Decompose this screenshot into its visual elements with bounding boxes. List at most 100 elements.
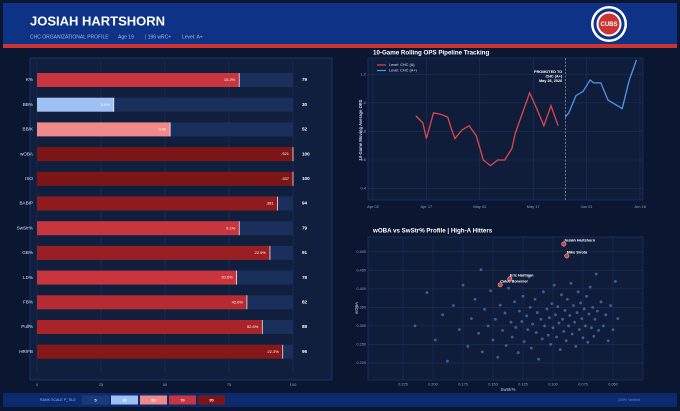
scatter-point xyxy=(522,340,526,343)
scatter-point xyxy=(498,303,502,307)
subtitle-wrc: | 196 wRC+ xyxy=(145,34,171,40)
scatter-point xyxy=(580,317,584,320)
logo-text: CUBS xyxy=(600,22,617,28)
x-tick-label: 0.100 xyxy=(548,383,558,387)
x-tick-label: 0 xyxy=(36,382,39,387)
annotation: CHC (A+) xyxy=(545,75,563,79)
x-tick-label: 0.225 xyxy=(398,383,408,387)
scatter-point xyxy=(588,285,592,289)
scatter-point xyxy=(568,314,572,317)
scatter-point xyxy=(489,289,492,293)
scatter-point xyxy=(576,290,580,294)
percentile-label: 100 xyxy=(302,176,310,181)
scatter-point xyxy=(551,326,555,330)
bar xyxy=(37,221,240,236)
scatter-point xyxy=(473,297,477,301)
category-label: GB% xyxy=(22,250,33,255)
scatter-point xyxy=(578,328,581,332)
header-stripe xyxy=(3,44,677,48)
scatter-point xyxy=(585,294,588,298)
series-line xyxy=(564,59,638,118)
footer-note: 100% Verified xyxy=(618,398,640,402)
y-tick-label: 0.300 xyxy=(356,324,366,328)
scatter-point xyxy=(518,309,521,313)
scatter-point xyxy=(480,350,484,354)
scatter-point xyxy=(558,348,562,352)
scatter-point xyxy=(452,304,455,307)
category-label: wOBA xyxy=(20,151,34,156)
scale-label: RANK SCALE P_TILE xyxy=(40,398,76,402)
y-tick-label: 0.450 xyxy=(356,268,366,272)
category-label: K% xyxy=(26,77,33,82)
stat-label: 20.6% xyxy=(221,275,233,280)
scatter-point xyxy=(507,286,510,290)
scatter-point xyxy=(550,302,554,306)
stat-label: 22.3% xyxy=(267,349,279,354)
bar xyxy=(37,295,247,310)
scatter-point xyxy=(614,280,617,283)
scatter-point xyxy=(520,320,524,323)
scatter-point xyxy=(582,307,586,311)
highlight-label: Caleb Bonemer xyxy=(500,279,528,283)
scale-value: 30 xyxy=(122,398,126,402)
scatter-point xyxy=(540,337,544,341)
scatter-point xyxy=(606,339,610,343)
highlight-label: Josiah Hartshorn xyxy=(564,239,596,243)
x-tick-label: Apr 02 xyxy=(367,204,380,209)
bar xyxy=(37,245,270,260)
scatter-point xyxy=(446,359,449,363)
scale-swatch xyxy=(140,395,167,405)
bar xyxy=(37,122,171,137)
scale-swatch xyxy=(82,395,109,405)
annotation: May 26, 2026 xyxy=(539,79,562,83)
x-tick-label: May 17 xyxy=(527,204,541,209)
scatter-point xyxy=(593,317,597,321)
scatter-point xyxy=(566,297,569,301)
scatter-point xyxy=(548,316,551,320)
scatter-point xyxy=(441,313,444,317)
y-tick-label: 0.4 xyxy=(360,186,366,191)
x-tick-label: Apr 17 xyxy=(421,204,434,209)
bar xyxy=(37,73,240,87)
scatter-point xyxy=(567,324,570,328)
scatter-point xyxy=(591,305,594,309)
y-axis-label: wOBA xyxy=(354,302,359,314)
percentile-label: 82 xyxy=(302,300,308,305)
percentile-label: 88 xyxy=(302,324,308,329)
x-tick-label: 75 xyxy=(227,382,232,387)
scatter-point xyxy=(562,330,566,333)
scatter-point xyxy=(486,324,490,328)
scatter-point xyxy=(531,322,534,326)
scatter-point xyxy=(504,344,508,347)
scatter-point xyxy=(514,325,518,329)
scatter-point xyxy=(586,340,590,344)
scatter-point xyxy=(590,326,593,330)
chart-title: wOBA vs SwStr% Profile | High-A Hitters xyxy=(372,228,493,235)
x-tick-label: 0.175 xyxy=(458,383,468,387)
scatter-point xyxy=(461,283,465,287)
scale-value: 50 xyxy=(151,398,155,402)
bar xyxy=(37,171,293,186)
scatter-point xyxy=(602,324,605,328)
scatter-point xyxy=(521,294,525,298)
percentile-label: 79 xyxy=(302,225,308,230)
stat-label: 52.6% xyxy=(247,324,259,329)
scale-value: 5 xyxy=(94,398,96,402)
x-tick-label: 0.075 xyxy=(578,383,588,387)
percentile-label: 52 xyxy=(302,127,308,132)
percentile-label: 79 xyxy=(302,77,308,82)
scatter-point xyxy=(549,343,552,346)
scatter-point xyxy=(560,293,563,297)
scatter-point xyxy=(470,317,473,320)
scatter-point xyxy=(516,351,520,354)
scatter-point xyxy=(616,317,620,320)
stat-label: 5.9% xyxy=(101,102,111,107)
category-label: Pull% xyxy=(21,324,33,329)
scatter-point xyxy=(575,311,579,314)
scatter-point xyxy=(526,328,530,332)
bar xyxy=(37,147,293,162)
scatter-point xyxy=(557,321,561,325)
category-label: ISO xyxy=(25,176,33,181)
highlight-label: Eric Hartman xyxy=(510,273,534,277)
subtitle-org: CHC ORGANIZATIONAL PROFILE xyxy=(30,34,109,40)
